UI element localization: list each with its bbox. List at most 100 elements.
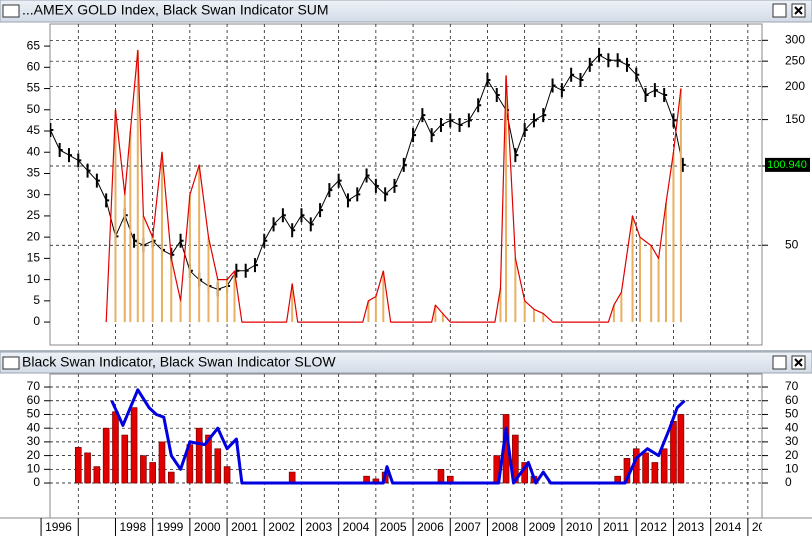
y-tick-label: 5 bbox=[33, 293, 40, 307]
x-tick-label: 2013 bbox=[677, 520, 704, 534]
bar bbox=[205, 434, 212, 484]
x-tick-label: 2002 bbox=[268, 520, 295, 534]
y2-tick-label: 150 bbox=[785, 112, 805, 126]
x-tick-label: 2008 bbox=[491, 520, 518, 534]
x-tick-label: 2010 bbox=[566, 520, 593, 534]
y-tick-label: 60 bbox=[27, 59, 41, 73]
bar bbox=[140, 455, 147, 484]
y-tick-label: 40 bbox=[27, 144, 41, 158]
x-tick-label: 2003 bbox=[305, 520, 332, 534]
panel-title: ...AMEX GOLD Index, Black Swan Indicator… bbox=[22, 2, 329, 18]
x-tick-label: 2009 bbox=[529, 520, 556, 534]
x-tick-label: 1996 bbox=[45, 520, 72, 534]
y2-tick-label: 40 bbox=[785, 420, 799, 434]
y-tick-label: 20 bbox=[27, 229, 41, 243]
y-tick-label: 0 bbox=[33, 475, 40, 489]
close-icon bbox=[794, 6, 803, 15]
y2-tick-label: 0 bbox=[785, 475, 792, 489]
y-tick-label: 50 bbox=[27, 407, 41, 421]
x-tick-label: 2006 bbox=[417, 520, 444, 534]
y2-tick-label: 250 bbox=[785, 53, 805, 67]
y2-tick-label: 300 bbox=[785, 32, 805, 46]
window-icon bbox=[2, 356, 20, 370]
x-tick-label: 2005 bbox=[380, 520, 407, 534]
y-tick-label: 50 bbox=[27, 102, 41, 116]
bar bbox=[112, 411, 119, 484]
x-tick-label: 2012 bbox=[640, 520, 667, 534]
y2-tick-label: 10 bbox=[785, 461, 799, 475]
bar bbox=[288, 471, 296, 484]
y2-tick-label: 20 bbox=[785, 448, 799, 462]
window-icon bbox=[2, 4, 20, 18]
y-tick-label: 15 bbox=[27, 251, 41, 265]
bar bbox=[130, 407, 138, 484]
y2-tick-label: 200 bbox=[785, 79, 805, 93]
maximize-button[interactable] bbox=[772, 355, 787, 370]
y-tick-label: 35 bbox=[27, 166, 41, 180]
x-tick-label: 2001 bbox=[231, 520, 258, 534]
y-tick-label: 10 bbox=[27, 272, 41, 286]
y2-tick-label: 70 bbox=[785, 379, 799, 393]
y-tick-label: 70 bbox=[27, 379, 41, 393]
bar bbox=[437, 469, 445, 484]
bar bbox=[651, 462, 659, 484]
y-tick-label: 0 bbox=[33, 314, 40, 328]
bar bbox=[223, 466, 231, 484]
y-tick-label: 65 bbox=[27, 38, 41, 52]
title-bar bbox=[0, 0, 812, 23]
y-tick-label: 55 bbox=[27, 81, 41, 95]
bar bbox=[214, 448, 222, 484]
x-tick-label: 20 bbox=[752, 520, 766, 534]
bar bbox=[93, 466, 101, 484]
plot-area bbox=[49, 373, 763, 519]
x-tick-label: 2000 bbox=[194, 520, 221, 534]
x-tick-label: 1999 bbox=[157, 520, 184, 534]
sum-line bbox=[105, 49, 682, 323]
y2-tick-label: 60 bbox=[785, 393, 799, 407]
panel bbox=[50, 374, 762, 518]
y-tick-label: 40 bbox=[27, 420, 41, 434]
panel-title: Black Swan Indicator, Black Swan Indicat… bbox=[22, 354, 336, 370]
splitter bbox=[0, 350, 812, 352]
bar bbox=[167, 471, 175, 484]
x-tick-label: 2007 bbox=[454, 520, 481, 534]
bar bbox=[642, 452, 649, 484]
y-tick-label: 45 bbox=[27, 123, 41, 137]
y-tick-label: 10 bbox=[27, 461, 41, 475]
last-value-box bbox=[765, 157, 810, 172]
x-tick-label: 1998 bbox=[119, 520, 146, 534]
x-tick-label: 2014 bbox=[715, 520, 742, 534]
bar bbox=[158, 441, 166, 484]
x-tick-label: 2011 bbox=[603, 520, 629, 534]
plot-area bbox=[49, 23, 763, 346]
y-tick-label: 60 bbox=[27, 393, 41, 407]
y-tick-label: 30 bbox=[27, 434, 41, 448]
y-tick-label: 30 bbox=[27, 187, 41, 201]
price-line bbox=[50, 54, 684, 290]
x-axis: 1996 1998 1999 2000 2001 2002 2003 2004 2005 2006… bbox=[40, 518, 766, 536]
bar bbox=[660, 448, 668, 484]
title-bar bbox=[0, 351, 812, 374]
price-bar bbox=[681, 157, 686, 172]
panel bbox=[50, 24, 762, 345]
close-icon bbox=[794, 358, 803, 367]
bar bbox=[677, 414, 685, 484]
y-tick-label: 20 bbox=[27, 448, 41, 462]
bar bbox=[512, 434, 519, 484]
bar bbox=[670, 421, 677, 484]
last-value-label: 100.940 bbox=[767, 159, 807, 171]
slow-line bbox=[110, 388, 686, 485]
y2-tick-label: 30 bbox=[785, 434, 799, 448]
y-tick-label: 25 bbox=[27, 208, 41, 222]
y2-tick-label: 50 bbox=[785, 407, 799, 421]
bar bbox=[74, 447, 82, 484]
maximize-button[interactable] bbox=[772, 3, 787, 18]
bar bbox=[121, 434, 129, 484]
y2-tick-label: 50 bbox=[785, 237, 799, 251]
x-tick-label: 2004 bbox=[343, 520, 370, 534]
bar bbox=[84, 452, 91, 484]
bar bbox=[195, 427, 203, 484]
bar bbox=[149, 462, 156, 484]
